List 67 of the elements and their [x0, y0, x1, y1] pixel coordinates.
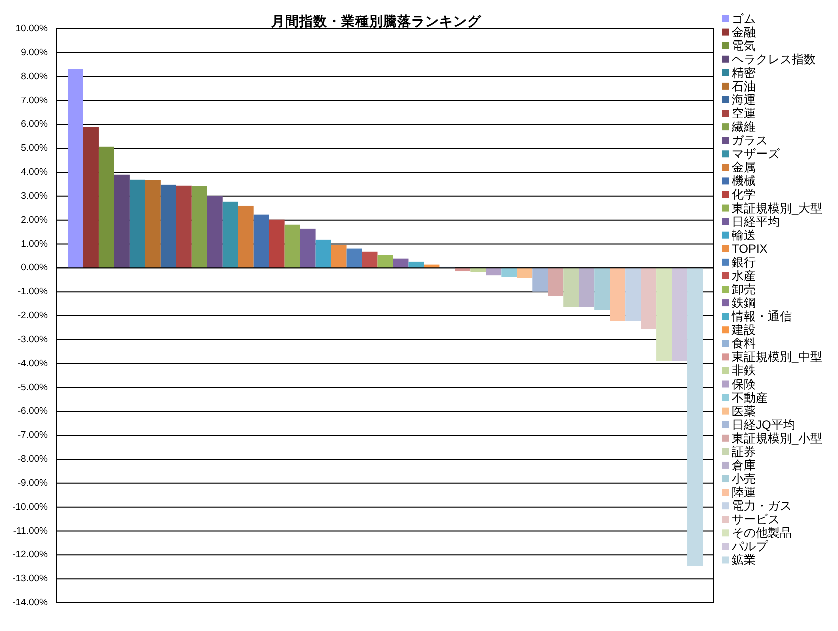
legend-label: 機械	[732, 174, 756, 188]
legend-label: ヘラクレス指数	[732, 52, 816, 66]
legend-label: マザーズ	[732, 147, 781, 162]
y-tick-label: -8.00%	[18, 454, 49, 465]
legend-label: 鉱業	[732, 553, 756, 568]
y-tick-label: 9.00%	[21, 47, 49, 58]
y-tick-label: 8.00%	[21, 71, 49, 82]
legend-label: TOPIX	[732, 242, 768, 256]
legend-label: 銀行	[732, 255, 756, 270]
legend-label: 精密	[732, 66, 756, 80]
legend-label: 小売	[732, 472, 756, 486]
legend-label: 東証規模別_中型	[732, 350, 823, 364]
y-tick-label: -12.00%	[12, 550, 49, 561]
y-tick-label: 6.00%	[21, 119, 49, 130]
y-tick-label: 10.00%	[16, 24, 49, 34]
y-tick-label: -6.00%	[18, 406, 49, 418]
legend-label: パルプ	[731, 540, 769, 554]
legend-label: 陸運	[732, 486, 756, 500]
y-tick-label: -3.00%	[18, 334, 49, 346]
y-tick-label: 0.00%	[21, 262, 49, 274]
legend-label: 東証規模別_大型	[732, 201, 823, 216]
legend-label: 非鉄	[732, 364, 756, 378]
y-tick-label: 4.00%	[21, 167, 49, 178]
legend-label: 保険	[732, 377, 756, 392]
y-tick-label: -4.00%	[18, 358, 49, 370]
y-tick-label: -13.00%	[12, 574, 49, 585]
y-tick-label: -10.00%	[12, 502, 49, 513]
legend-label: 建設	[731, 323, 756, 338]
legend-label: 海運	[732, 92, 756, 107]
y-tick-label: 3.00%	[21, 190, 49, 202]
legend-label: 医薬	[732, 404, 756, 418]
legend-label: 不動産	[732, 390, 768, 405]
legend-label: 証券	[732, 444, 756, 459]
y-tick-label: -14.00%	[12, 598, 49, 608]
legend-label: 石油	[732, 79, 756, 94]
legend-label: 水産	[732, 268, 756, 283]
y-tick-label: -7.00%	[18, 430, 49, 442]
legend-label: 日経JQ平均	[732, 418, 796, 432]
y-tick-label: 2.00%	[21, 214, 49, 226]
y-tick-label: -2.00%	[18, 310, 49, 322]
legend-label: 日経平均	[732, 214, 780, 229]
legend-label: 空運	[732, 106, 756, 121]
y-tick-label: 5.00%	[21, 143, 49, 154]
y-tick-label: 1.00%	[21, 238, 49, 250]
legend-label: ゴム	[732, 12, 756, 26]
legend-label: サービス	[732, 512, 780, 527]
legend-label: 倉庫	[732, 458, 756, 472]
legend-label: 化学	[732, 188, 756, 202]
legend-label: 金融	[732, 25, 756, 40]
legend-label: 輸送	[732, 228, 756, 242]
legend-label: 卸売	[732, 282, 756, 296]
y-tick-label: -11.00%	[13, 526, 49, 537]
legend-label: ガラス	[732, 134, 768, 148]
legend-label: 金属	[732, 160, 756, 175]
legend-label: 食料	[732, 336, 756, 351]
y-tick-label: -9.00%	[18, 478, 49, 489]
legend-label: 東証規模別_小型	[732, 431, 823, 446]
y-tick-label: 7.00%	[21, 95, 49, 106]
legend-label: 鉄鋼	[732, 296, 756, 310]
y-tick-label: -5.00%	[18, 382, 49, 394]
legend-label: 情報・通信	[731, 310, 792, 324]
legend-label: その他製品	[732, 526, 792, 540]
y-tick-label: -1.00%	[18, 286, 49, 298]
legend-label: 繊維	[731, 120, 756, 134]
chart-title: 月間指数・業種別騰落ランキング	[270, 14, 482, 29]
legend-label: 電気	[732, 38, 756, 53]
legend-label: 電力・ガス	[732, 499, 792, 514]
